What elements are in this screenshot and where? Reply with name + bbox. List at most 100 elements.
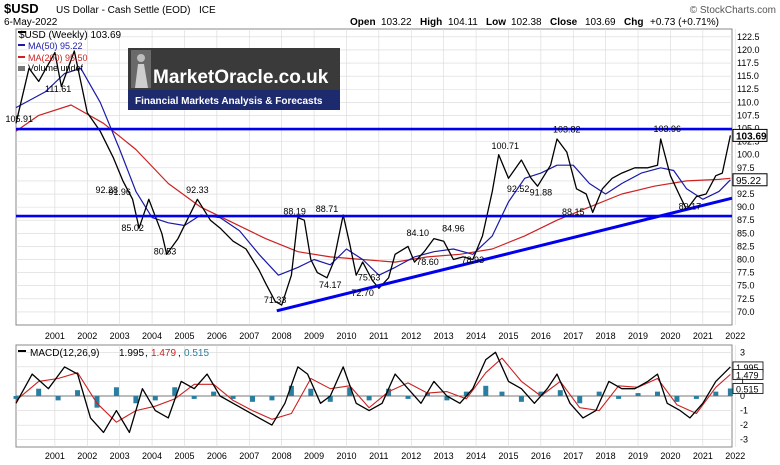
legend-price: $USD (Weekly) 103.69 bbox=[19, 30, 122, 41]
year-label-bottom-7: 2008 bbox=[272, 451, 292, 461]
macd-hist-bar-17 bbox=[347, 387, 353, 396]
year-label-top-6: 2007 bbox=[239, 331, 259, 341]
price-annotation-1: 111.61 bbox=[45, 84, 71, 94]
macd-hist-bar-9 bbox=[191, 396, 197, 399]
price-tick-label-16: 110.0 bbox=[737, 97, 759, 107]
chg-label: Chg bbox=[624, 17, 643, 28]
macd-tick-label-0: 3 bbox=[740, 347, 745, 357]
macd-hist-bar-26 bbox=[518, 396, 524, 402]
price-annotation-23: 89.17 bbox=[679, 201, 702, 211]
price-annotation-19: 91.88 bbox=[530, 187, 553, 197]
macd-hist-bar-25 bbox=[499, 391, 505, 396]
price-annotation-7: 88.19 bbox=[283, 207, 306, 217]
price-annotation-16: 78.93 bbox=[462, 255, 485, 265]
price-tick-label-5: 82.5 bbox=[737, 241, 755, 251]
year-label-top-16: 2017 bbox=[563, 331, 583, 341]
price-badge-text-1: 95.22 bbox=[736, 176, 761, 187]
year-label-bottom-16: 2017 bbox=[563, 451, 583, 461]
macd-hist-bar-5 bbox=[113, 387, 119, 396]
price-annotation-10: 74.17 bbox=[319, 280, 342, 290]
ma200-line bbox=[15, 104, 731, 263]
price-annotation-12: 72.70 bbox=[351, 288, 374, 298]
year-label-bottom-17: 2018 bbox=[596, 451, 616, 461]
macd-hist-bar-34 bbox=[674, 396, 680, 402]
macd-legend: MACD(12,26,9) 1.995 , 1.479 , 0.515 bbox=[18, 348, 209, 359]
high-value: 104.11 bbox=[448, 17, 478, 28]
ohlc-readout: Open 103.22 High 104.11 Low 102.38 Close… bbox=[350, 17, 719, 28]
price-tick-label-17: 112.5 bbox=[737, 84, 759, 94]
year-label-bottom-18: 2019 bbox=[628, 451, 648, 461]
legend-swatch-volume bbox=[18, 66, 25, 71]
macd-hist-bar-4 bbox=[94, 396, 100, 408]
year-label-top-17: 2018 bbox=[596, 331, 616, 341]
year-label-bottom-5: 2006 bbox=[207, 451, 227, 461]
macd-hist-bar-15 bbox=[308, 388, 314, 396]
legend-swatch-macd bbox=[18, 350, 26, 352]
year-label-top-21: 2022 bbox=[725, 331, 745, 341]
year-label-top-4: 2005 bbox=[174, 331, 194, 341]
price-badge-text-0: 103.69 bbox=[736, 131, 767, 142]
year-label-bottom-9: 2010 bbox=[336, 451, 356, 461]
symbol-title: $USD bbox=[4, 1, 39, 16]
legend-swatch-price bbox=[18, 31, 26, 33]
year-label-top-10: 2011 bbox=[369, 331, 388, 341]
macd-line bbox=[15, 351, 731, 434]
macd-hist-bar-30 bbox=[596, 391, 602, 396]
price-tick-label-11: 97.5 bbox=[737, 163, 755, 173]
macd-hist-bar-27 bbox=[538, 391, 544, 396]
macd-hist-bar-21 bbox=[424, 393, 430, 396]
macd-hist-value: 0.515 bbox=[184, 348, 209, 359]
macd-hist-bar-36 bbox=[713, 391, 719, 396]
macd-histogram bbox=[13, 385, 733, 408]
close-value: 103.69 bbox=[585, 17, 616, 28]
year-label-top-14: 2015 bbox=[498, 331, 518, 341]
price-tick-label-2: 75.0 bbox=[737, 281, 755, 291]
macd-sep-2: , bbox=[178, 348, 181, 359]
macd-hist-bar-16 bbox=[327, 396, 333, 402]
legend-volume: Volume undef bbox=[28, 63, 84, 73]
macd-hist-bar-20 bbox=[405, 396, 411, 399]
macd-hist-bar-37 bbox=[727, 388, 733, 396]
year-label-top-7: 2008 bbox=[272, 331, 292, 341]
macd-signal-value: 1.479 bbox=[151, 348, 176, 359]
price-tick-label-3: 77.5 bbox=[737, 268, 755, 278]
year-label-top-3: 2004 bbox=[142, 331, 162, 341]
stockcharts-watermark: © StockCharts.com bbox=[690, 5, 776, 16]
legend-swatch-ma200 bbox=[18, 56, 25, 58]
year-label-bottom-2: 2003 bbox=[110, 451, 130, 461]
chart-date: 6-May-2022 bbox=[4, 17, 58, 28]
year-label-top-2: 2003 bbox=[110, 331, 130, 341]
macd-hist-bar-22 bbox=[444, 396, 450, 401]
legend-swatch-ma50 bbox=[18, 44, 25, 46]
macd-value: 1.995 bbox=[119, 348, 144, 359]
price-tick-label-8: 90.0 bbox=[737, 202, 755, 212]
price-annotation-22: 103.96 bbox=[653, 124, 681, 134]
year-label-top-11: 2012 bbox=[401, 331, 421, 341]
price-y-axis: 70.0 72.5 75.0 77.5 80.0 82.5 85.0 87.5 90.0 92.5… bbox=[732, 32, 768, 317]
price-tick-label-21: 122.5 bbox=[737, 32, 760, 42]
price-annotation-8: 88.71 bbox=[316, 204, 339, 214]
logo-top-band bbox=[128, 48, 340, 90]
macd-hist-bar-11 bbox=[230, 396, 236, 399]
macd-hist-bar-2 bbox=[55, 396, 61, 401]
macd-hist-bar-10 bbox=[211, 391, 217, 396]
macd-badge-text-2: 0.515 bbox=[736, 384, 759, 394]
macd-tick-label-6: -3 bbox=[740, 435, 748, 445]
open-label: Open bbox=[350, 17, 376, 28]
price-annotation-15: 78.60 bbox=[416, 257, 439, 267]
macd-hist-bar-28 bbox=[557, 390, 563, 396]
year-label-top-8: 2009 bbox=[304, 331, 324, 341]
year-label-bottom-13: 2014 bbox=[466, 451, 486, 461]
price-tick-label-9: 92.5 bbox=[737, 189, 755, 199]
ma50-line bbox=[15, 67, 731, 276]
macd-tick-label-4: -1 bbox=[740, 406, 748, 416]
year-label-top-9: 2010 bbox=[336, 331, 356, 341]
macd-hist-bar-29 bbox=[577, 396, 583, 404]
macd-hist-bar-18 bbox=[366, 396, 372, 401]
macd-hist-bar-8 bbox=[172, 387, 178, 396]
macd-label: MACD(12,26,9) bbox=[30, 348, 99, 359]
macd-hist-bar-1 bbox=[36, 388, 42, 396]
year-label-bottom-4: 2005 bbox=[174, 451, 194, 461]
